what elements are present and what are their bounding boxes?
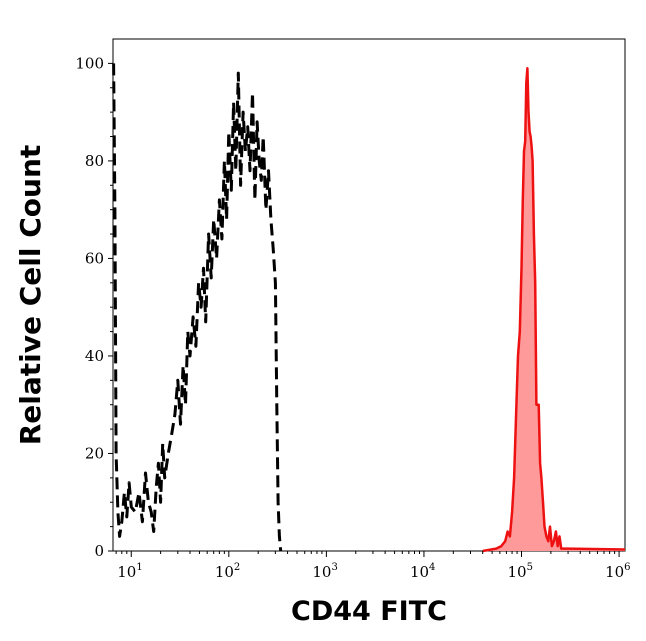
x-axis-title: CD44 FITC — [291, 596, 447, 627]
y-tick-label: 40 — [85, 347, 104, 365]
x-tick-label: 101 — [117, 562, 142, 581]
y-tick-label: 20 — [85, 444, 104, 462]
x-tick-label: 105 — [508, 562, 533, 581]
y-tick-label: 0 — [94, 542, 104, 560]
x-tick-label: 106 — [605, 562, 630, 581]
y-tick-label: 100 — [75, 54, 104, 72]
series-0-line — [112, 63, 283, 552]
plot-frame — [112, 38, 626, 552]
series-layer — [112, 63, 626, 553]
y-tick-label: 80 — [85, 152, 104, 170]
x-tick-label: 103 — [312, 562, 337, 581]
series-1-fill — [482, 68, 625, 552]
series-1-line — [482, 67, 626, 553]
x-tick-label: 102 — [215, 562, 240, 581]
ticks-layer: 0 20 40 60 80 100 101 102 103 104 105 106 — [75, 54, 630, 581]
y-tick-label: 60 — [85, 249, 104, 267]
y-axis-title: Relative Cell Count — [14, 145, 47, 446]
x-tick-label: 104 — [410, 562, 435, 581]
